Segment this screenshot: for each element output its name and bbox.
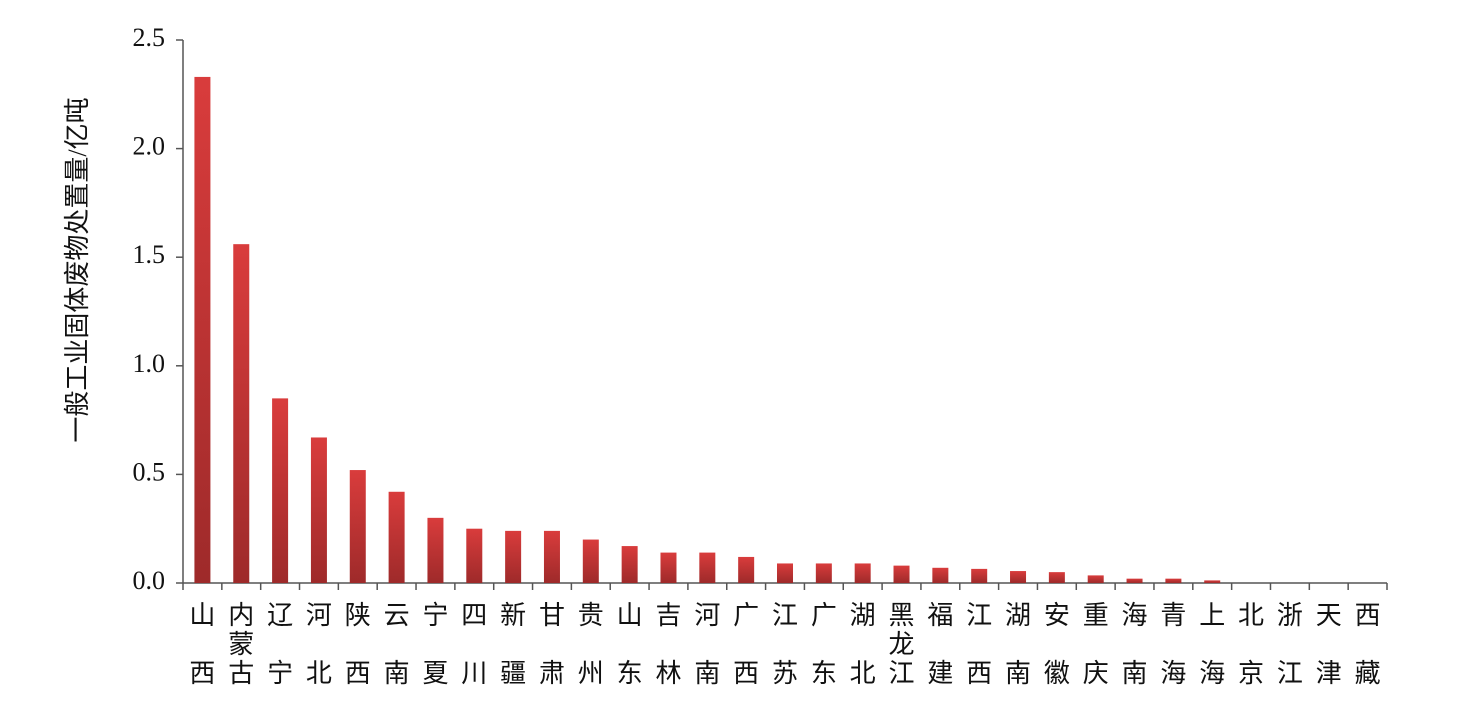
bar <box>310 437 327 583</box>
bar <box>1204 580 1221 583</box>
x-tick-label: 河南 <box>694 601 720 688</box>
x-tick-label: 安徽 <box>1044 601 1070 688</box>
x-tick-label: 上海 <box>1199 601 1225 688</box>
bar <box>272 398 289 583</box>
x-tick-label: 河北 <box>306 601 332 688</box>
x-tick-label: 黑龙江 <box>889 601 915 688</box>
bar <box>388 491 405 583</box>
x-tick-label: 广西 <box>733 601 759 688</box>
x-tick-label: 海南 <box>1122 601 1148 688</box>
bar <box>349 470 366 583</box>
bar <box>1048 572 1065 583</box>
x-tick-label: 辽宁 <box>267 601 293 688</box>
bar <box>815 563 832 583</box>
x-tick-label: 湖南 <box>1005 601 1031 688</box>
bar <box>1087 575 1104 583</box>
bar <box>971 568 988 583</box>
bar <box>699 552 716 583</box>
y-tick-label: 1.0 <box>133 349 166 378</box>
bar <box>893 565 910 583</box>
x-tick-label: 青海 <box>1160 601 1186 688</box>
x-tick-label: 北京 <box>1238 601 1264 688</box>
x-tick-label: 广东 <box>811 601 837 688</box>
x-tick-label: 江苏 <box>772 601 798 688</box>
x-tick-label: 贵州 <box>578 601 604 688</box>
y-tick-label: 2.5 <box>133 23 166 52</box>
bar <box>1010 571 1027 583</box>
x-tick-label: 西藏 <box>1355 601 1381 688</box>
bar <box>233 244 250 583</box>
bar <box>1165 578 1182 583</box>
x-tick-label: 甘肃 <box>539 601 565 688</box>
x-tick-label: 重庆 <box>1083 601 1109 688</box>
y-tick-label: 1.5 <box>133 240 166 269</box>
bar <box>660 552 677 583</box>
y-tick-label: 2.0 <box>133 132 166 161</box>
x-tick-label: 新疆 <box>500 601 526 688</box>
bar <box>194 76 211 583</box>
x-tick-label: 吉林 <box>655 601 681 688</box>
bar <box>738 556 755 583</box>
y-tick-label: 0.5 <box>133 457 166 486</box>
x-tick-label: 江西 <box>966 601 992 688</box>
bar <box>543 530 560 583</box>
x-tick-label: 山东 <box>617 601 643 688</box>
bar <box>1126 578 1143 583</box>
x-tick-label: 福建 <box>927 601 953 688</box>
x-tick-label: 云南 <box>384 601 410 688</box>
y-axis-title: 一般工业固体废物处置量/亿吨 <box>63 97 92 442</box>
bar <box>854 563 871 583</box>
bar <box>621 546 638 583</box>
bar <box>932 567 949 583</box>
bar <box>427 517 444 583</box>
x-tick-label: 天津 <box>1316 601 1342 688</box>
bar <box>466 528 483 583</box>
x-tick-label: 内蒙古 <box>228 601 254 688</box>
x-tick-label: 山西 <box>189 601 215 688</box>
x-tick-label: 湖北 <box>850 601 876 688</box>
y-tick-label: 0.0 <box>133 566 166 595</box>
x-tick-label: 浙江 <box>1277 601 1303 688</box>
x-tick-label: 陕西 <box>345 601 371 688</box>
bar <box>582 539 599 583</box>
x-tick-label: 四川 <box>461 601 487 688</box>
bar <box>777 563 793 583</box>
x-tick-label: 宁夏 <box>422 601 448 688</box>
bar <box>505 530 522 583</box>
